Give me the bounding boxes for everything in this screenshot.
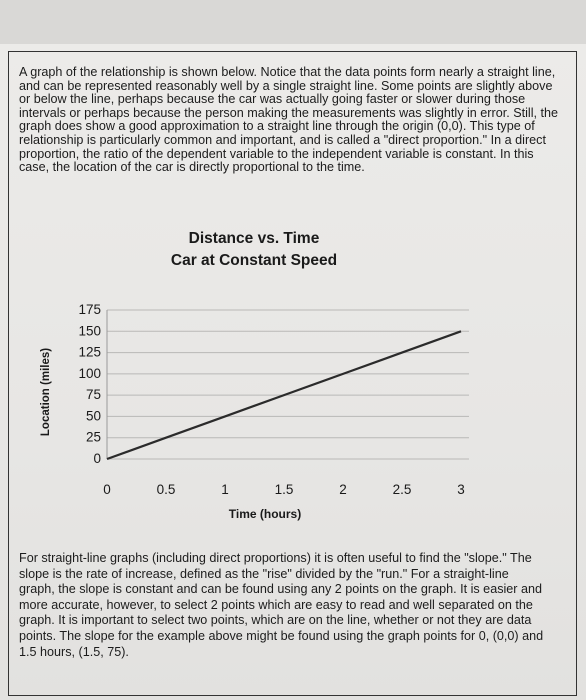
distance-time-chart: Distance vs. Time Car at Constant Speed … [29, 212, 479, 521]
document-page: A graph of the relationship is shown bel… [0, 44, 586, 700]
y-axis-label: Location (miles) [40, 348, 52, 436]
x-tick-label: 2 [339, 482, 347, 497]
chart-title: Distance vs. Time [188, 230, 320, 247]
series-line [106, 330, 462, 461]
chart-subtitle: Car at Constant Speed [170, 252, 338, 269]
x-tick-label: 3 [457, 482, 465, 497]
content-frame: A graph of the relationship is shown bel… [8, 51, 577, 696]
x-axis-label: Time (hours) [229, 507, 301, 521]
y-tick-label: 25 [86, 430, 101, 445]
y-tick-labels: 0 25 50 75 100 125 150 175 [78, 302, 101, 466]
y-tick-label: 0 [93, 451, 101, 466]
x-tick-label: 1 [221, 482, 229, 497]
x-tick-label: 0.5 [157, 482, 176, 497]
x-tick-label: 2.5 [393, 482, 412, 497]
y-tick-label: 100 [78, 366, 101, 381]
y-tick-label: 150 [78, 323, 101, 338]
y-tick-label: 175 [78, 302, 101, 317]
y-tick-label: 75 [86, 387, 101, 402]
chart-plot: 0 25 50 75 100 125 150 175 0 0.5 1 1.5 2 2.5 3 Locati… [40, 302, 469, 521]
x-tick-label: 1.5 [275, 482, 294, 497]
grid-lines [106, 309, 469, 460]
x-tick-label: 0 [103, 482, 111, 497]
intro-paragraph: A graph of the relationship is shown bel… [19, 65, 558, 175]
y-tick-label: 125 [78, 345, 101, 360]
x-tick-labels: 0 0.5 1 1.5 2 2.5 3 [103, 482, 465, 497]
slope-paragraph: For straight-line graphs (including dire… [19, 551, 544, 659]
y-tick-label: 50 [86, 408, 101, 423]
series-layer [106, 330, 462, 461]
